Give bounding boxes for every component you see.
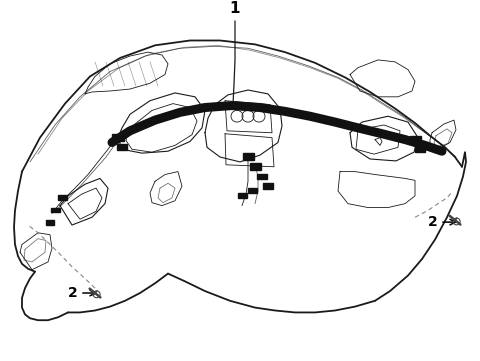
Bar [257, 174, 267, 179]
Text: 2: 2 [68, 286, 78, 300]
Bar [46, 220, 54, 225]
Bar [58, 195, 67, 200]
Text: 2: 2 [428, 215, 438, 229]
Bar [250, 163, 261, 170]
Bar [51, 208, 60, 212]
Bar [410, 136, 421, 143]
Bar [248, 188, 257, 193]
Text: 1: 1 [230, 1, 240, 16]
Bar [243, 153, 254, 160]
Bar [238, 193, 247, 198]
Bar [415, 146, 425, 152]
Bar [263, 183, 273, 189]
Bar [117, 144, 127, 150]
Bar [112, 134, 124, 140]
